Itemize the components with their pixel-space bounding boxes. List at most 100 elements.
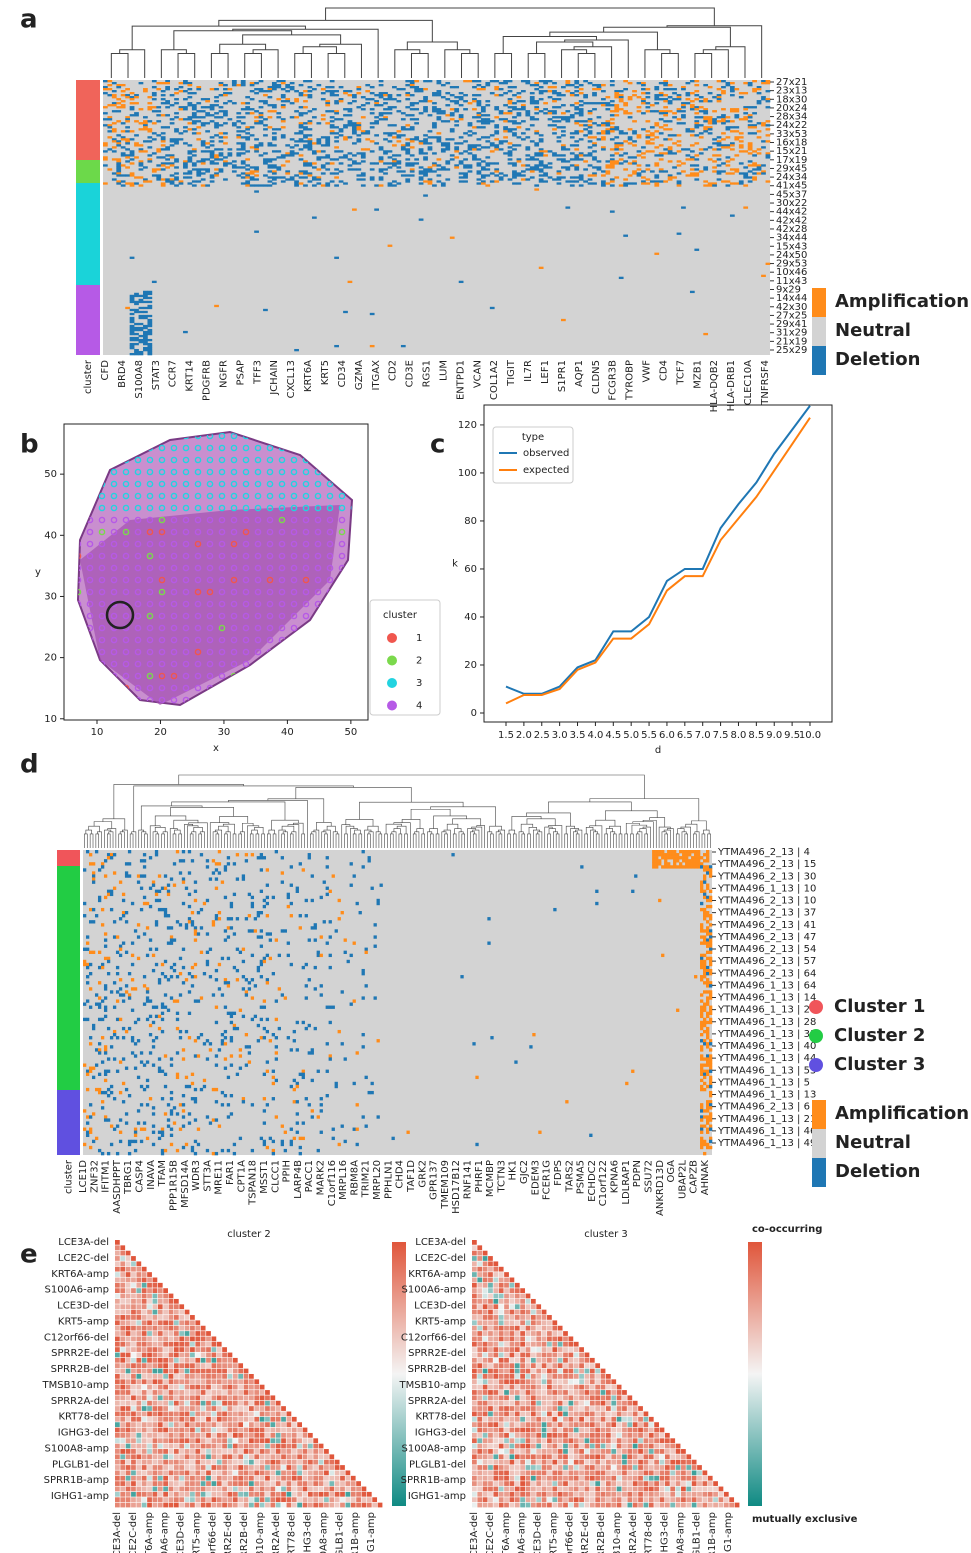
tissue-spot [75, 661, 80, 666]
dendrogram-branch [685, 834, 688, 848]
heatmap-cell [703, 963, 706, 966]
heatmap-cell [708, 158, 713, 160]
heatmap-cell [227, 862, 230, 865]
heatmap-cell [131, 902, 134, 905]
heatmap-cell [565, 148, 570, 150]
heatmap-cell [690, 168, 695, 170]
heatmap-cell [645, 92, 650, 94]
heatmap-cell [432, 124, 437, 126]
heatmap-cell [281, 1143, 284, 1146]
dendrogram-branch [445, 50, 470, 78]
heatmap-cell [512, 144, 517, 146]
heatmap-cell [706, 1131, 709, 1134]
heatmap-cell [147, 180, 152, 182]
heatmap-cell [174, 178, 179, 180]
heatmap-cell [250, 170, 255, 172]
heatmap-cell [224, 1057, 227, 1060]
heatmap-cell [149, 1097, 152, 1100]
heatmap-cell [121, 94, 126, 96]
heatmap-cell [686, 154, 691, 156]
heatmap-cell [161, 102, 166, 104]
heatmap-cell [230, 917, 233, 920]
heatmap-cell [276, 168, 281, 170]
column-label: EDEM3 [530, 1160, 541, 1195]
heatmap-cell [147, 349, 152, 351]
heatmap-cell [308, 142, 313, 144]
heatmap-cell [241, 102, 246, 104]
heatmap-cell [329, 890, 332, 893]
heatmap-cell [637, 82, 642, 84]
heatmap-cell [592, 94, 597, 96]
heatmap-cell [379, 146, 384, 148]
heatmap-cell [637, 96, 642, 98]
heatmap-cell [761, 122, 766, 124]
heatmap-cell [95, 1088, 98, 1091]
dendrogram-branch [239, 834, 242, 848]
heatmap-cell [691, 859, 694, 862]
heatmap-cell [218, 1048, 221, 1051]
heatmap-cell [343, 108, 348, 110]
heatmap-cell [352, 208, 357, 210]
heatmap-cell [223, 162, 228, 164]
heatmap-cell [98, 896, 101, 899]
heatmap-cell [143, 1088, 146, 1091]
heatmap-cell [709, 1103, 712, 1106]
heatmap-cell [761, 124, 766, 126]
heatmap-cell [614, 136, 619, 138]
dendrogram-branch [359, 834, 362, 848]
heatmap-cell [320, 1103, 323, 1106]
heatmap-cell [143, 975, 146, 978]
heatmap-cell [706, 1027, 709, 1030]
heatmap-cell [201, 116, 206, 118]
heatmap-cell [641, 84, 646, 86]
heatmap-cell [343, 114, 348, 116]
tissue-spot [279, 685, 284, 690]
correlation-cell [115, 1294, 120, 1299]
heatmap-cell [293, 1079, 296, 1082]
heatmap-cell [441, 182, 446, 184]
heatmap-cell [463, 176, 468, 178]
dendrogram-branch [703, 830, 709, 834]
dendrogram-branch [220, 44, 266, 53]
heatmap-cell [663, 152, 668, 154]
heatmap-cell [388, 98, 393, 100]
heatmap-cell [574, 168, 579, 170]
column-label: PSMA5 [576, 1160, 587, 1194]
heatmap-cell [161, 148, 166, 150]
heatmap-cell [194, 1140, 197, 1143]
heatmap-cell [614, 162, 619, 164]
heatmap-cell [706, 957, 709, 960]
heatmap-cell [663, 138, 668, 140]
heatmap-cell [214, 158, 219, 160]
heatmap-cell [161, 1030, 164, 1033]
heatmap-cell [668, 176, 673, 178]
heatmap-cell [203, 1085, 206, 1088]
heatmap-cell [296, 1085, 299, 1088]
heatmap-cell [463, 108, 468, 110]
heatmap-cell [174, 142, 179, 144]
heatmap-cell [143, 335, 148, 337]
row-label: YTMA496_1_13 | 28 [717, 1017, 816, 1028]
cluster-bar [57, 850, 80, 866]
heatmap-cell [703, 911, 706, 914]
heatmap-cell [266, 981, 269, 984]
heatmap-cell [428, 100, 433, 102]
panel-label: d [20, 750, 39, 780]
heatmap-cell [174, 160, 179, 162]
correlation-cell [120, 1256, 125, 1261]
heatmap-cell [477, 138, 482, 140]
heatmap-cell [170, 94, 175, 96]
heatmap-cell [676, 856, 679, 859]
dendrogram-branch [120, 50, 145, 78]
heatmap-cell [530, 140, 535, 142]
heatmap-cell [388, 96, 393, 98]
heatmap-cell [396, 140, 401, 142]
heatmap-cell [481, 146, 486, 148]
heatmap-cell [119, 978, 122, 981]
heatmap-cell [134, 343, 139, 345]
heatmap-cell [396, 182, 401, 184]
heatmap-cell [468, 134, 473, 136]
heatmap-cell [254, 120, 259, 122]
heatmap-cell [263, 905, 266, 908]
y-tick-label: 30 [44, 591, 57, 602]
